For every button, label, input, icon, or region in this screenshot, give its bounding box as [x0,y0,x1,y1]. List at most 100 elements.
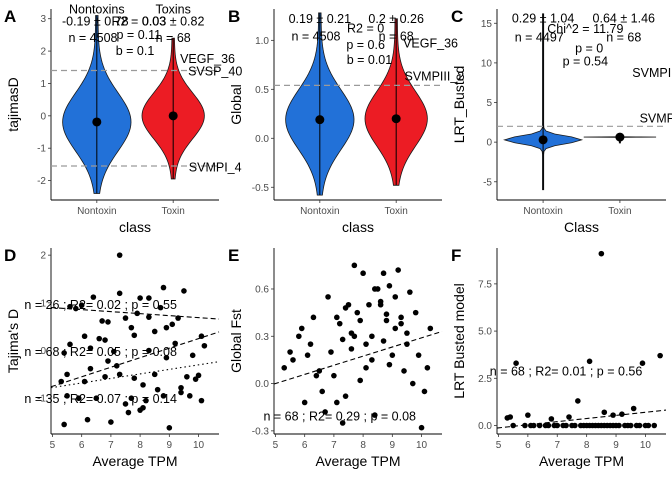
annotation-label: n = 68 [606,31,641,45]
data-point [304,352,311,358]
data-point [192,376,199,382]
data-point [140,382,146,388]
y-tick-label: 0.6 [255,284,269,295]
x-tick-label: 10 [193,440,205,451]
data-point [572,422,578,429]
panel-a: A -2 -1 0 1 2 3 Nontoxin Toxin class tajimasD Nonto… [4,3,242,235]
x-tick-label: Toxin [608,206,631,217]
panel-d: D -1 0 1 2 5 6 7 8 9 10 Average TPM Tajima's Dn = 26… [4,246,220,469]
data-point [128,324,135,331]
data-point [195,372,202,379]
data-point [383,311,390,318]
annotation-label: SVMPIII_3 [632,66,672,80]
data-point [369,357,375,363]
x-tick-label: 8 [584,440,590,451]
data-point [336,320,343,327]
data-point [131,375,138,382]
y-tick-label: 0.0 [255,134,269,145]
data-point [84,416,91,423]
panel-letter: E [228,246,239,265]
y-tick-label: -1 [37,394,46,405]
data-point [111,348,117,355]
data-point [339,336,346,343]
data-point [116,252,123,258]
panel-letter: F [451,246,461,265]
annotation-label: VEGF_36 [180,52,235,66]
x-tick-label: 10 [640,440,652,451]
y-tick-label: -5 [483,177,492,188]
data-point [108,419,114,425]
data-point [151,328,158,335]
violins [62,15,205,194]
data-point [157,304,164,311]
y-tick-label: 5 [486,98,492,109]
x-tick-label: 7 [554,440,560,451]
data-point [334,314,340,321]
data-point [507,414,514,420]
data-point [146,347,152,354]
data-point [566,414,572,420]
annotation-label: 0.29 ± 1.04 [512,12,575,26]
y-tick-label: -2 [37,176,46,187]
annotation-label: p = 0.6 [346,38,385,52]
data-point [90,294,97,300]
data-point [657,352,663,359]
median-point [391,114,401,124]
y-tick-label: 0 [40,346,46,357]
data-point [313,372,320,379]
annotation-label: 0.19 ± 0.21 [289,12,352,26]
data-point [137,407,143,413]
data-point [122,401,129,407]
data-point [169,321,176,328]
scatter-points [281,262,434,431]
annotation-label: n = 4508 [68,31,117,45]
panel-e: E -0.3 0.0 0.3 0.6 5 6 7 8 9 10 Average TPM Global F… [228,246,443,469]
y-axis-title: LRT_Busted [451,66,467,144]
data-point [137,295,143,301]
annotation-label: SVSP_40 [188,64,242,78]
annotation-label: b = 0.1 [116,44,155,58]
x-tick-label: 7 [331,440,337,451]
x-tick-label: Nontoxin [523,206,562,217]
y-tick-label: 1 [40,79,46,90]
annotation-label: R2 = 0.03 [112,14,167,28]
data-point [322,409,328,415]
median-point [538,135,548,145]
data-point [363,364,369,371]
y-tick-label: 0.0 [478,421,492,432]
annotation-label: R2 = 0 [347,22,384,36]
x-tick-label: 8 [137,440,143,451]
annotation-label: Toxins [155,3,190,17]
data-point [601,409,608,416]
data-point [105,358,111,364]
x-tick-label: Nontoxin [77,206,116,217]
data-point [392,294,399,300]
data-point [351,333,358,340]
annotation-label: n = 4497 [515,31,564,45]
median-point [92,117,102,127]
data-point [636,422,643,429]
y-tick-label: 0 [486,138,492,149]
x-tick-label: 9 [167,440,173,451]
annotation-label: 0.03 ± 0.82 [142,14,205,28]
data-point [575,398,581,404]
violins [503,13,657,191]
data-point [598,250,605,257]
x-tick-label: 6 [302,440,308,451]
data-point [122,315,129,321]
data-point [61,350,67,356]
annotation-label: VEGF_36 [403,36,458,50]
regression-line [50,361,220,389]
panel-c: C -5 0 5 10 15 Nontoxin Toxin Class LRT_Busted 0.2… [451,7,672,235]
data-point [146,295,152,301]
data-point [64,371,70,378]
data-point [427,325,434,332]
data-point [301,399,308,406]
data-point [404,330,410,336]
data-point [325,294,331,300]
panel-letter: D [4,246,16,265]
data-point [407,289,413,295]
